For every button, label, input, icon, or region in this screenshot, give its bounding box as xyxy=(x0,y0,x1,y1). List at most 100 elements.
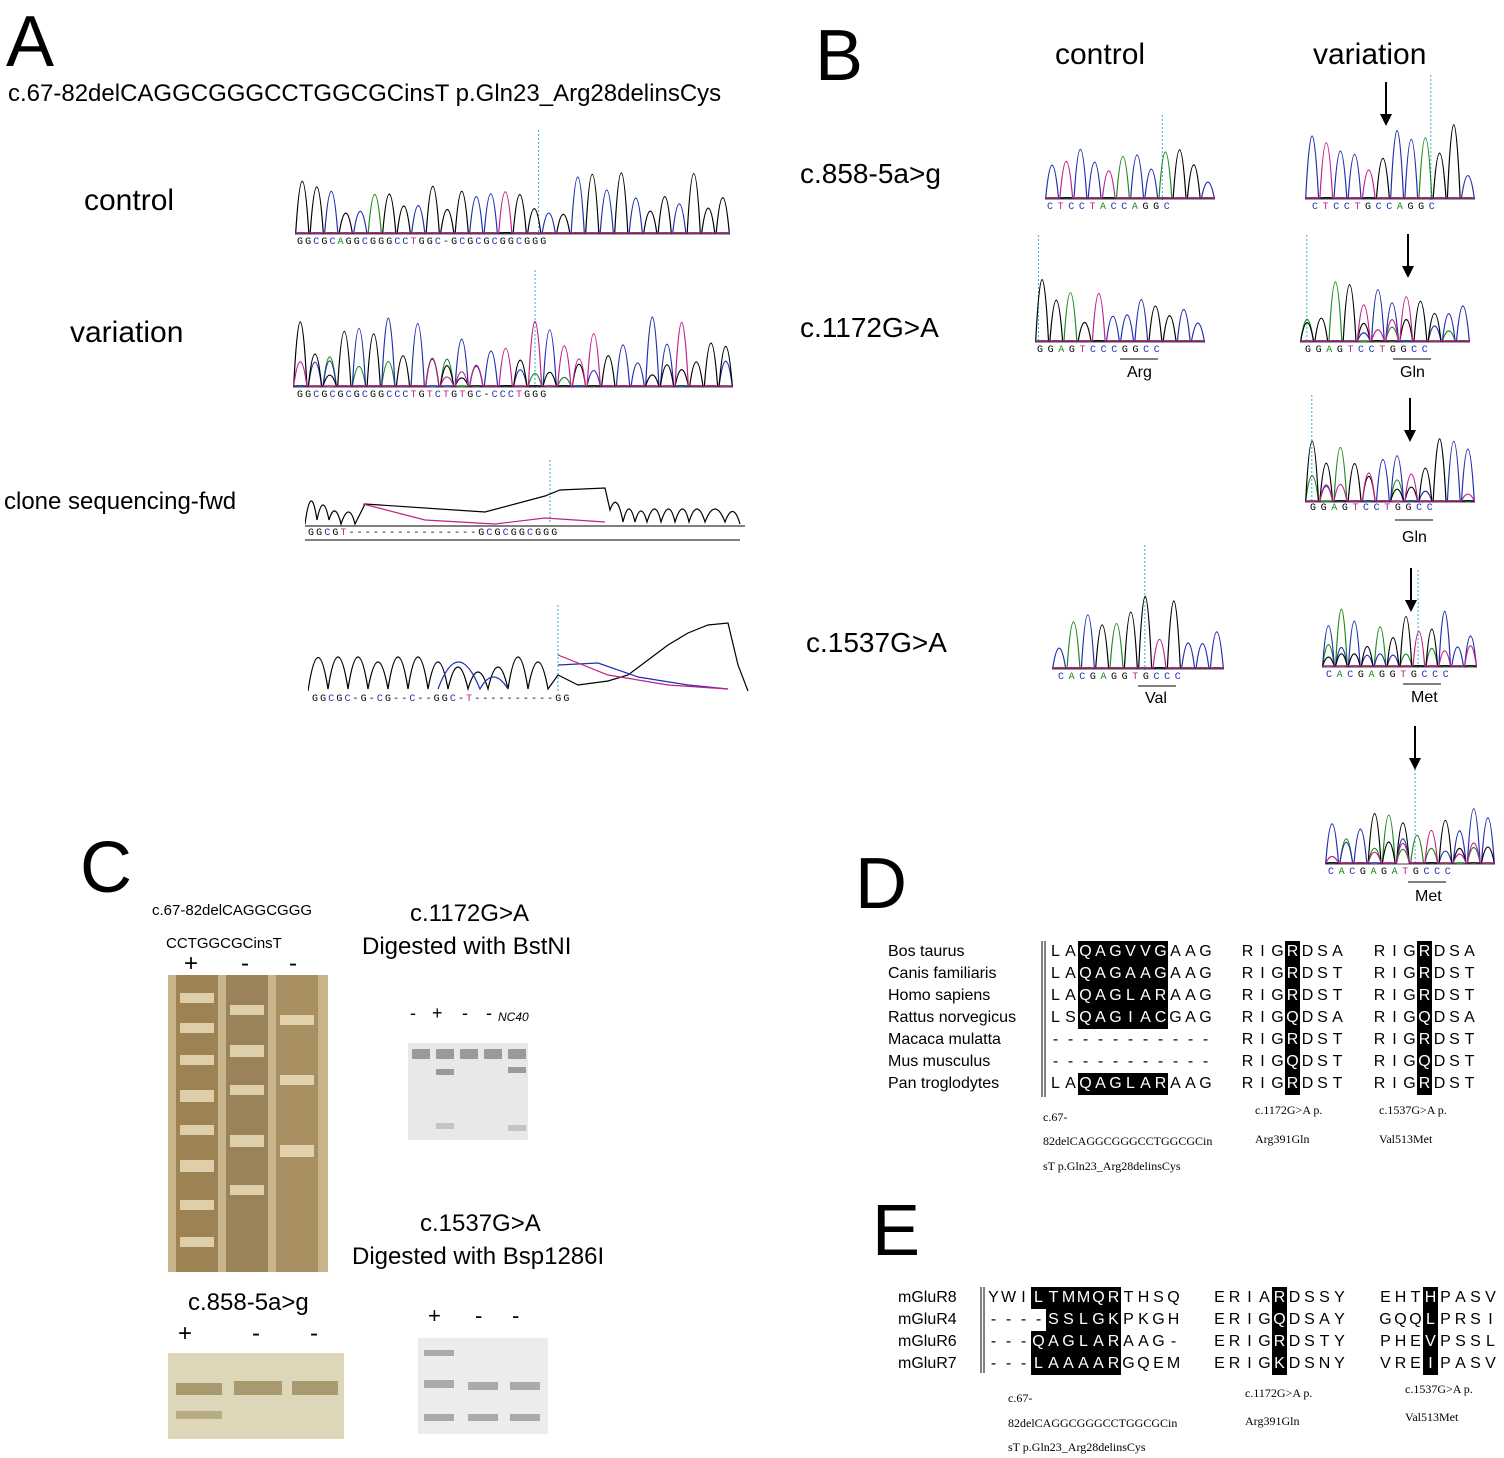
residue: D xyxy=(1288,1333,1301,1350)
residue: A xyxy=(1170,1075,1181,1092)
residue: I xyxy=(1392,943,1397,960)
chromatogram-b-1172-variation-2 xyxy=(1305,395,1475,503)
residue: G xyxy=(1153,963,1168,985)
base: G xyxy=(353,390,362,401)
residue: S xyxy=(1317,1075,1328,1092)
residue: A xyxy=(1093,1073,1108,1095)
residue: P xyxy=(1440,1355,1451,1372)
base: G xyxy=(1336,345,1348,356)
base: G xyxy=(1121,672,1133,683)
residue: - xyxy=(1157,1031,1164,1048)
residue: A xyxy=(1185,1009,1196,1026)
base: - xyxy=(483,390,492,401)
residue: Q xyxy=(1031,1331,1046,1353)
arrow-b-1537-2 xyxy=(1409,726,1421,770)
base: G xyxy=(1389,345,1401,356)
panel-a-letter: A xyxy=(6,2,55,82)
base: - xyxy=(498,694,507,705)
trace-T xyxy=(1305,142,1475,199)
e-note-1-line3: sT p.Gln23_Arg28delinsCys xyxy=(1008,1440,1146,1454)
residue: G xyxy=(1271,943,1284,960)
d-note-3-line2: Val513Met xyxy=(1379,1132,1433,1146)
residue: Y xyxy=(1334,1289,1345,1306)
base: T xyxy=(1089,202,1101,213)
trace-T xyxy=(1045,161,1215,199)
base: - xyxy=(462,528,471,539)
residue: G xyxy=(1271,965,1284,982)
base: G xyxy=(1132,345,1144,356)
base: C xyxy=(526,528,536,539)
base: T xyxy=(515,390,525,401)
arrow-b-858 xyxy=(1380,82,1392,126)
panel-e-letter: E xyxy=(872,1191,921,1271)
base: C xyxy=(1174,672,1186,683)
residue: A xyxy=(1332,943,1343,960)
base: C xyxy=(1110,202,1122,213)
gel2-lane-4: - xyxy=(486,1003,492,1023)
base: - xyxy=(397,528,406,539)
base: C xyxy=(1326,670,1337,681)
codon-underline-b-1537-variation xyxy=(1403,683,1441,685)
residue: G xyxy=(1108,941,1123,963)
row-name: mGluR8 xyxy=(898,1289,957,1306)
residue: A xyxy=(1093,963,1108,985)
base: G xyxy=(510,528,519,539)
residue: R xyxy=(1106,1287,1121,1309)
residue: S xyxy=(1449,1053,1460,1070)
base: - xyxy=(442,237,452,248)
base: G xyxy=(1142,672,1154,683)
base: - xyxy=(437,528,446,539)
residue: A xyxy=(1091,1353,1106,1375)
gel1-title-line2: CCTGGCGCinsT xyxy=(166,935,282,952)
base: G xyxy=(1379,670,1390,681)
codon-underline-b-1172-variation xyxy=(1393,358,1431,360)
base: G xyxy=(378,390,387,401)
codon-underline-b-1537-variation-2 xyxy=(1408,881,1446,883)
gel2-lane-1: - xyxy=(410,1003,416,1023)
base: - xyxy=(405,528,414,539)
residue: A xyxy=(1464,943,1475,960)
residue: D xyxy=(1433,1075,1446,1092)
residue: P xyxy=(1440,1311,1451,1328)
panel-b-row-label-1537: c.1537G>A xyxy=(806,627,947,658)
base: C xyxy=(449,694,458,705)
base: - xyxy=(470,528,479,539)
residue: G xyxy=(1403,1009,1416,1026)
chromatogram-b-1172-variation xyxy=(1300,235,1470,343)
base: G xyxy=(369,237,379,248)
residue: G xyxy=(1271,987,1284,1004)
base: C xyxy=(434,237,443,248)
residue: - xyxy=(1005,1333,1012,1350)
residue: R xyxy=(1228,1289,1241,1306)
chromatogram-a-control xyxy=(295,130,730,235)
residue: Q xyxy=(1167,1289,1180,1306)
chromatogram-b-1537-control xyxy=(1052,545,1224,670)
sequence-b-1537-variation: CACGAGGTGCCC xyxy=(1326,670,1453,681)
base: G xyxy=(1418,202,1429,213)
base: C xyxy=(1375,202,1387,213)
base: C xyxy=(1153,672,1165,683)
base: T xyxy=(410,390,419,401)
residue: S xyxy=(1317,943,1328,960)
base: - xyxy=(530,694,540,705)
base: G xyxy=(378,237,387,248)
base: - xyxy=(522,694,531,705)
residue: - xyxy=(1005,1311,1012,1328)
base: C xyxy=(1349,867,1360,878)
residue: Y xyxy=(988,1289,999,1306)
trace-A xyxy=(1052,621,1224,669)
residue: R xyxy=(1285,1029,1300,1051)
residue: S xyxy=(1449,1009,1460,1026)
residue: - xyxy=(1202,1031,1209,1048)
residue: S xyxy=(1449,943,1460,960)
residue: G xyxy=(1258,1355,1271,1372)
base: C xyxy=(1058,672,1069,683)
residue: I xyxy=(1260,1031,1265,1048)
residue: - xyxy=(1005,1355,1012,1372)
gel1-lane-3: - xyxy=(289,950,297,977)
base: G xyxy=(1407,202,1419,213)
residue: P xyxy=(1123,1311,1134,1328)
base: C xyxy=(1164,672,1175,683)
base: C xyxy=(1358,345,1369,356)
residue: - xyxy=(1052,1031,1059,1048)
